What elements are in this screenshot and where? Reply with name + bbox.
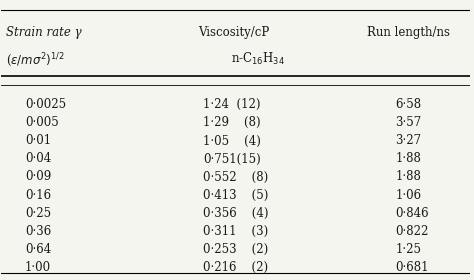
Text: 1·06: 1·06 xyxy=(395,188,421,202)
Text: 3·57: 3·57 xyxy=(395,116,422,129)
Text: 0·005: 0·005 xyxy=(25,116,59,129)
Text: 0·311    (3): 0·311 (3) xyxy=(203,225,268,237)
Text: 1·88: 1·88 xyxy=(395,171,421,183)
Text: 0·253    (2): 0·253 (2) xyxy=(203,242,268,256)
Text: 1·24  (12): 1·24 (12) xyxy=(203,98,261,111)
Text: 0·16: 0·16 xyxy=(25,188,51,202)
Text: 0·64: 0·64 xyxy=(25,242,51,256)
Text: 3·27: 3·27 xyxy=(395,134,421,148)
Text: 6·58: 6·58 xyxy=(395,98,421,111)
Text: 0·216    (2): 0·216 (2) xyxy=(203,261,268,274)
Text: 1·29    (8): 1·29 (8) xyxy=(203,116,261,129)
Text: 0·25: 0·25 xyxy=(25,207,51,220)
Text: 0·681: 0·681 xyxy=(395,261,429,274)
Text: 0·846: 0·846 xyxy=(395,207,429,220)
Text: Strain rate γ: Strain rate γ xyxy=(6,26,82,39)
Text: n-C$_{16}$H$_{34}$: n-C$_{16}$H$_{34}$ xyxy=(231,51,285,67)
Text: 0·552    (8): 0·552 (8) xyxy=(203,171,268,183)
Text: ($\varepsilon/m\sigma^2)^{1/2}$: ($\varepsilon/m\sigma^2)^{1/2}$ xyxy=(6,51,65,69)
Text: 1·00: 1·00 xyxy=(25,261,51,274)
Text: 0·04: 0·04 xyxy=(25,153,51,165)
Text: 0·822: 0·822 xyxy=(395,225,429,237)
Text: Run length/ns: Run length/ns xyxy=(367,26,450,39)
Text: 0·09: 0·09 xyxy=(25,171,51,183)
Text: 1·05    (4): 1·05 (4) xyxy=(203,134,261,148)
Text: 0·751(15): 0·751(15) xyxy=(203,153,261,165)
Text: 1·88: 1·88 xyxy=(395,153,421,165)
Text: 0·356    (4): 0·356 (4) xyxy=(203,207,269,220)
Text: 1·25: 1·25 xyxy=(395,242,421,256)
Text: 0·413    (5): 0·413 (5) xyxy=(203,188,268,202)
Text: 0·01: 0·01 xyxy=(25,134,51,148)
Text: 0·0025: 0·0025 xyxy=(25,98,66,111)
Text: Viscosity/cP: Viscosity/cP xyxy=(199,26,270,39)
Text: 0·36: 0·36 xyxy=(25,225,51,237)
